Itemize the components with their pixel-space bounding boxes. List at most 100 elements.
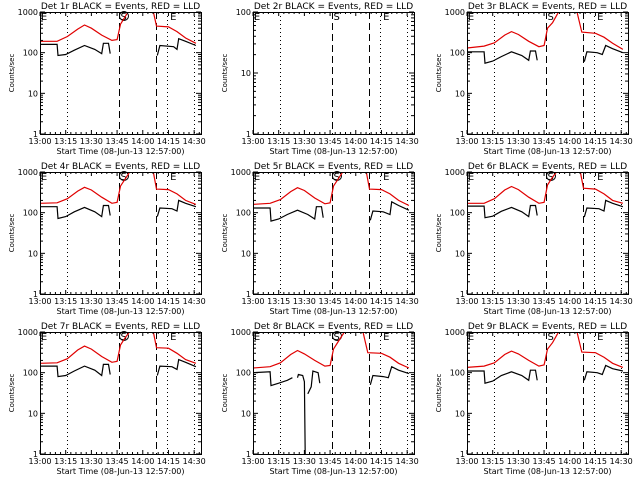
y-tick-label: 1000: [231, 168, 251, 177]
x-tick-label: 14:30: [183, 457, 206, 466]
marker-label-e: E: [41, 172, 47, 183]
y-tick-label: 10: [455, 89, 465, 98]
marker-label-e: E: [41, 12, 47, 23]
x-tick-label: 14:15: [157, 457, 180, 466]
y-tick-label: 10: [455, 409, 465, 418]
y-tick-label: 10: [241, 69, 251, 78]
x-tick-label: 13:15: [267, 137, 290, 146]
x-tick-label: 13:30: [80, 137, 103, 146]
series-line-events: [467, 199, 624, 219]
x-tick-label: 14:15: [584, 457, 607, 466]
y-tick-label: 10: [241, 409, 251, 418]
panel-title: Det 5r BLACK = Events, RED = LLD: [254, 162, 413, 172]
y-tick-label: 10: [28, 89, 38, 98]
y-tick-label: 100: [23, 49, 38, 58]
series-line-events: [40, 358, 197, 378]
x-tick-label: 13:15: [267, 457, 290, 466]
x-tick-label: 13:30: [507, 297, 530, 306]
marker-label-e: E: [170, 12, 176, 23]
x-tick-label: 13:45: [533, 457, 556, 466]
y-tick-label: 100: [23, 369, 38, 378]
y-tick-label: 100: [236, 209, 251, 218]
x-tick-label: 14:00: [131, 137, 154, 146]
x-axis-label: Start Time (08-Jun-13 12:57:00): [484, 467, 612, 476]
x-tick-label: 14:00: [344, 137, 367, 146]
x-tick-label: 14:15: [157, 137, 180, 146]
y-tick-label: 1000: [445, 168, 465, 177]
marker-label-s: S: [121, 332, 127, 343]
x-axis-label: Start Time (08-Jun-13 12:57:00): [270, 147, 398, 156]
series-line-lld: [253, 172, 410, 207]
x-tick-label: 13:30: [507, 457, 530, 466]
marker-label-e: E: [468, 172, 474, 183]
marker-label-e: E: [597, 172, 603, 183]
y-axis-label: Counts/sec: [221, 214, 229, 253]
y-tick-label: 100: [450, 49, 465, 58]
marker-label-e: E: [254, 332, 260, 343]
x-axis-label: Start Time (08-Jun-13 12:57:00): [270, 307, 398, 316]
x-tick-label: 13:45: [106, 137, 129, 146]
plot-frame: [253, 172, 415, 295]
y-tick-label: 10: [455, 249, 465, 258]
x-tick-label: 14:00: [558, 457, 581, 466]
y-axis-label: Counts/sec: [8, 54, 16, 93]
y-tick-label: 1: [33, 290, 38, 299]
marker-label-s: S: [548, 172, 554, 183]
x-tick-label: 13:45: [533, 297, 556, 306]
y-tick-label: 1: [246, 290, 251, 299]
x-axis-label: Start Time (08-Jun-13 12:57:00): [484, 307, 612, 316]
y-tick-label: 1: [246, 450, 251, 459]
marker-label-e: E: [383, 172, 389, 183]
x-tick-label: 13:00: [455, 297, 478, 306]
y-axis-label: Counts/sec: [221, 54, 229, 93]
x-tick-label: 14:30: [396, 137, 419, 146]
plot-frame: [467, 12, 629, 135]
marker-label-s: S: [334, 332, 340, 343]
y-tick-label: 1000: [445, 8, 465, 17]
x-tick-label: 13:15: [54, 137, 77, 146]
y-tick-label: 1: [33, 130, 38, 139]
panel-title: Det 8r BLACK = Events, RED = LLD: [254, 322, 413, 332]
series-line-lld: [467, 172, 624, 204]
y-tick-label: 100: [450, 369, 465, 378]
panel-title: Det 3r BLACK = Events, RED = LLD: [468, 2, 627, 12]
marker-label-s: S: [548, 12, 554, 23]
y-tick-label: 100: [23, 209, 38, 218]
plot-frame: [467, 172, 629, 295]
series-line-events: [467, 364, 624, 384]
x-tick-label: 13:45: [106, 297, 129, 306]
y-axis-label: Counts/sec: [8, 214, 16, 253]
y-axis-label: Counts/sec: [8, 374, 16, 413]
x-tick-label: 13:00: [455, 137, 478, 146]
x-tick-label: 14:00: [131, 297, 154, 306]
x-axis-label: Start Time (08-Jun-13 12:57:00): [57, 147, 185, 156]
panel-title: Det 6r BLACK = Events, RED = LLD: [468, 162, 627, 172]
y-tick-label: 1000: [18, 8, 38, 17]
series-line-events: [40, 37, 197, 57]
marker-label-e: E: [468, 332, 474, 343]
series-line-lld: [467, 332, 624, 368]
x-tick-label: 14:00: [558, 137, 581, 146]
x-tick-label: 14:15: [370, 297, 393, 306]
panel-title: Det 2r BLACK = Events, RED = LLD: [254, 2, 413, 12]
x-tick-label: 14:30: [610, 457, 633, 466]
y-tick-label: 100: [236, 8, 251, 17]
x-tick-label: 14:30: [396, 457, 419, 466]
marker-label-e: E: [254, 12, 260, 23]
x-tick-label: 13:15: [54, 457, 77, 466]
y-axis-label: Counts/sec: [221, 374, 229, 413]
series-line-events: [467, 44, 624, 64]
y-tick-label: 1000: [18, 328, 38, 337]
panel-title: Det 7r BLACK = Events, RED = LLD: [41, 322, 200, 332]
y-tick-label: 1000: [445, 328, 465, 337]
x-tick-label: 13:15: [481, 137, 504, 146]
marker-circle: [119, 11, 129, 21]
marker-label-e: E: [170, 172, 176, 183]
x-tick-label: 13:30: [80, 457, 103, 466]
y-tick-label: 1: [460, 290, 465, 299]
